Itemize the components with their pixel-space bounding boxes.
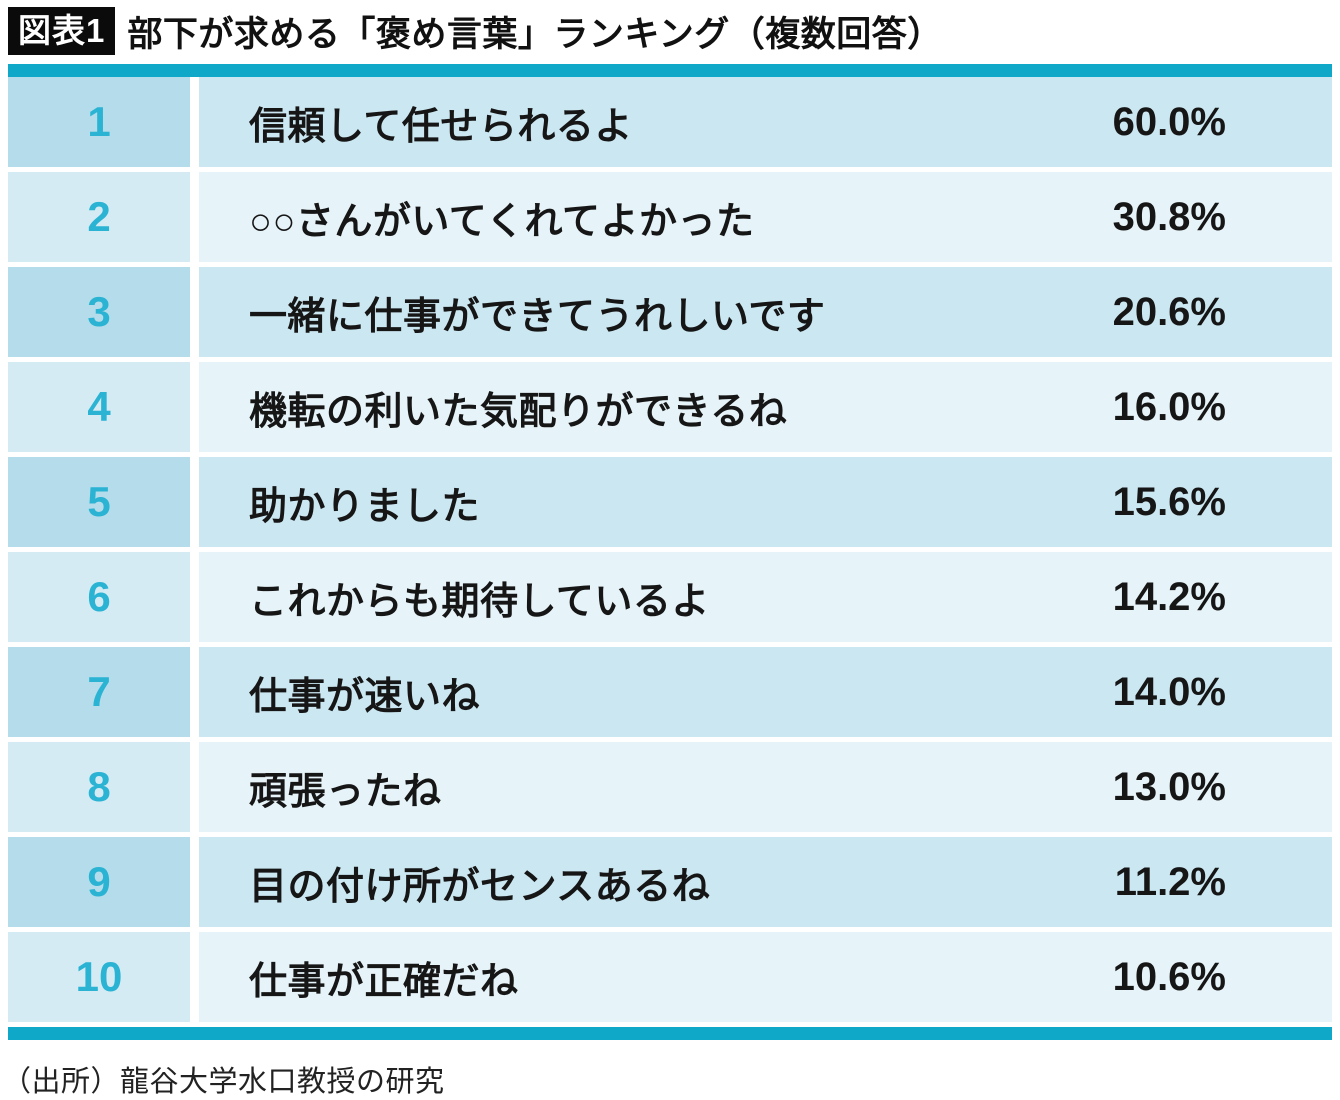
table-row: 10 仕事が正確だね 10.6% xyxy=(8,932,1332,1022)
table-row: 9 目の付け所がセンスあるね 11.2% xyxy=(8,837,1332,927)
content-cell: 仕事が正確だね 10.6% xyxy=(199,932,1332,1022)
praise-phrase: ○○さんがいてくれてよかった xyxy=(249,200,755,243)
top-accent-bar xyxy=(8,64,1332,77)
rank-cell: 2 xyxy=(8,172,190,262)
rank-cell: 1 xyxy=(8,77,190,167)
praise-phrase: 信頼して任せられるよ xyxy=(249,105,633,148)
percentage-value: 14.0% xyxy=(1112,669,1226,714)
rank-cell: 4 xyxy=(8,362,190,452)
table-row: 1 信頼して任せられるよ 60.0% xyxy=(8,77,1332,167)
rank-cell: 7 xyxy=(8,647,190,737)
table-row: 2 ○○さんがいてくれてよかった 30.8% xyxy=(8,172,1332,262)
figure-tag-badge: 図表1 xyxy=(8,7,116,55)
percentage-value: 15.6% xyxy=(1112,479,1226,524)
source-note: （出所）龍谷大学水口教授の研究 xyxy=(2,1066,445,1098)
rank-cell: 6 xyxy=(8,552,190,642)
rank-cell: 9 xyxy=(8,837,190,927)
rank-cell: 8 xyxy=(8,742,190,832)
table-row: 7 仕事が速いね 14.0% xyxy=(8,647,1332,737)
rank-cell: 5 xyxy=(8,457,190,547)
content-cell: 頑張ったね 13.0% xyxy=(199,742,1332,832)
rank-cell: 10 xyxy=(8,932,190,1022)
bottom-accent-bar xyxy=(8,1027,1332,1040)
praise-phrase: 一緒に仕事ができてうれしいです xyxy=(249,295,826,338)
figure-header: 図表1 部下が求める「褒め言葉」ランキング（複数回答） xyxy=(8,6,1332,56)
ranking-table: 1 信頼して任せられるよ 60.0% 2 ○○さんがいてくれてよかった 30.8% 3 一緒に… xyxy=(8,77,1332,1022)
percentage-value: 14.2% xyxy=(1112,574,1226,619)
percentage-value: 13.0% xyxy=(1112,764,1226,809)
content-cell: 信頼して任せられるよ 60.0% xyxy=(199,77,1332,167)
percentage-value: 30.8% xyxy=(1112,194,1226,239)
percentage-value: 60.0% xyxy=(1112,99,1226,144)
content-cell: 機転の利いた気配りができるね 16.0% xyxy=(199,362,1332,452)
percentage-value: 20.6% xyxy=(1112,289,1226,334)
table-row: 5 助かりました 15.6% xyxy=(8,457,1332,547)
praise-phrase: 仕事が正確だね xyxy=(249,960,519,1003)
content-cell: 目の付け所がセンスあるね 11.2% xyxy=(199,837,1332,927)
content-cell: 仕事が速いね 14.0% xyxy=(199,647,1332,737)
table-row: 3 一緒に仕事ができてうれしいです 20.6% xyxy=(8,267,1332,357)
praise-phrase: 目の付け所がセンスあるね xyxy=(249,865,711,908)
content-cell: 助かりました 15.6% xyxy=(199,457,1332,547)
praise-phrase: 助かりました xyxy=(249,485,481,528)
praise-phrase: 頑張ったね xyxy=(249,770,442,813)
figure-title: 部下が求める「褒め言葉」ランキング（複数回答） xyxy=(127,14,943,54)
table-row: 8 頑張ったね 13.0% xyxy=(8,742,1332,832)
percentage-value: 16.0% xyxy=(1112,384,1226,429)
table-row: 6 これからも期待しているよ 14.2% xyxy=(8,552,1332,642)
praise-phrase: これからも期待しているよ xyxy=(249,580,710,623)
percentage-value: 10.6% xyxy=(1112,954,1226,999)
rank-cell: 3 xyxy=(8,267,190,357)
praise-phrase: 機転の利いた気配りができるね xyxy=(249,390,788,433)
table-row: 4 機転の利いた気配りができるね 16.0% xyxy=(8,362,1332,452)
content-cell: これからも期待しているよ 14.2% xyxy=(199,552,1332,642)
praise-phrase: 仕事が速いね xyxy=(249,675,481,718)
content-cell: 一緒に仕事ができてうれしいです 20.6% xyxy=(199,267,1332,357)
content-cell: ○○さんがいてくれてよかった 30.8% xyxy=(199,172,1332,262)
percentage-value: 11.2% xyxy=(1114,859,1226,904)
